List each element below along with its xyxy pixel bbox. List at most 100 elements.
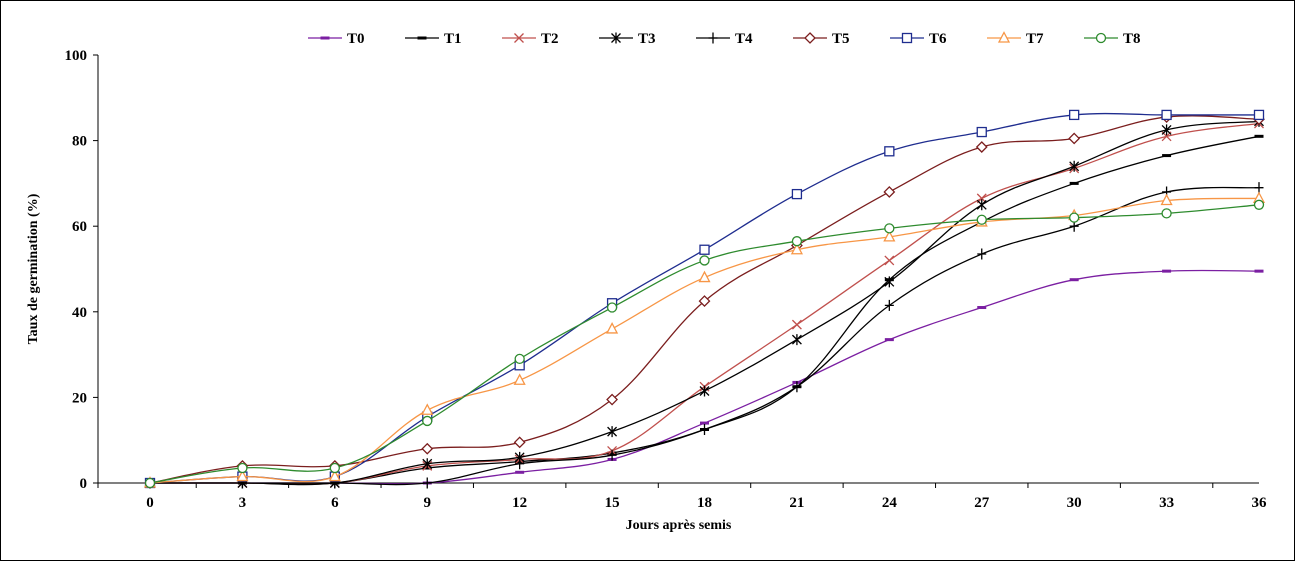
data-point-t6 [1161, 109, 1172, 121]
y-tick-label: 80 [72, 134, 87, 150]
data-point-t7 [513, 373, 526, 385]
data-point-t4 [515, 458, 525, 470]
data-point-t2 [791, 319, 802, 330]
data-point-t6 [791, 188, 803, 200]
series-line-t4 [150, 186, 1260, 486]
legend-label: T1 [444, 31, 462, 47]
data-point-t4 [792, 381, 802, 393]
data-point-t8 [1161, 208, 1172, 219]
data-point-t5 [698, 295, 711, 308]
legend-item-t2: T2 [502, 31, 559, 47]
data-point-t4 [700, 424, 709, 435]
legend-label: T2 [541, 31, 559, 47]
data-point-t8 [976, 214, 987, 225]
series-line-t7 [149, 197, 1260, 484]
legend-item-t1: T1 [405, 31, 462, 47]
data-point-t4 [607, 449, 617, 461]
legend-item-t7: T7 [987, 31, 1044, 47]
legend-item-t4: T4 [696, 31, 753, 47]
legend-marker [514, 33, 524, 43]
x-tick-label: 9 [424, 495, 432, 511]
data-point-t5 [883, 186, 896, 198]
y-tick-label: 0 [80, 476, 88, 492]
legend-marker [1095, 32, 1107, 44]
data-point-t3 [699, 385, 710, 397]
x-tick-label: 36 [1252, 495, 1268, 511]
data-point-t5 [606, 393, 619, 406]
legend-item-t5: T5 [793, 31, 850, 47]
series-t8 [144, 199, 1265, 489]
data-point-t3 [1069, 160, 1080, 172]
data-point-t4 [977, 248, 987, 260]
legend-label: T6 [929, 31, 947, 47]
legend: T0 T1 T2 T3 T4 T5 T6 T7 T8 [308, 31, 1141, 47]
data-point-t8 [884, 223, 895, 234]
y-axis-title: Taux de germination (%) [26, 193, 41, 344]
legend-item-t0: T0 [308, 31, 365, 47]
data-point-t5 [513, 436, 526, 449]
y-tick-label: 60 [72, 219, 87, 235]
data-point-t3 [607, 426, 618, 438]
data-point-t8 [514, 353, 525, 365]
y-tick-label: 40 [72, 305, 87, 321]
data-point-t4 [884, 299, 894, 311]
x-tick-label: 18 [697, 495, 712, 511]
data-point-t7 [790, 242, 803, 255]
data-point-t7 [606, 322, 619, 334]
legend-label: T8 [1123, 31, 1141, 47]
data-point-t5 [975, 141, 988, 153]
legend-item-t8: T8 [1084, 31, 1141, 47]
series-t7 [143, 191, 1266, 488]
data-point-t5 [421, 442, 434, 455]
y-axis-ticks: 0 20 40 60 80 100 [65, 48, 98, 492]
x-tick-label: 30 [1067, 495, 1082, 511]
data-point-t3 [422, 458, 433, 470]
data-point-t7 [328, 469, 341, 482]
y-tick-label: 100 [65, 48, 88, 64]
data-point-t8 [791, 236, 803, 247]
data-point-t5 [1068, 132, 1081, 145]
legend-marker [997, 31, 1011, 43]
data-point-t8 [699, 255, 710, 266]
data-point-t7 [883, 230, 896, 242]
series-lines [143, 109, 1266, 489]
x-tick-label: 27 [974, 495, 990, 511]
data-point-t8 [237, 462, 248, 474]
y-tick-label: 20 [72, 390, 87, 406]
data-point-t6 [1253, 109, 1265, 121]
data-point-t8 [144, 477, 156, 489]
x-axis-title: Jours après semis [626, 518, 732, 533]
data-point-t8 [606, 302, 618, 313]
data-point-t6 [884, 146, 895, 157]
data-point-t7 [698, 270, 711, 283]
legend-item-t3: T3 [599, 31, 656, 47]
data-point-t6 [1069, 109, 1080, 121]
legend-label: T7 [1026, 31, 1044, 47]
legend-marker [708, 32, 718, 44]
legend-label: T3 [638, 31, 656, 47]
x-tick-label: 15 [605, 495, 620, 511]
legend-item-t6: T6 [890, 31, 947, 47]
data-point-t3 [976, 199, 987, 211]
legend-label: T5 [832, 31, 850, 47]
data-point-t8 [329, 462, 340, 474]
legend-marker [804, 32, 816, 44]
data-point-t6 [699, 244, 710, 255]
data-point-t8 [422, 415, 433, 427]
x-axis-ticks: 0 3 6 9 12 15 18 21 24 27 30 33 36 [97, 483, 1268, 511]
x-tick-label: 21 [789, 495, 804, 511]
x-tick-label: 33 [1159, 495, 1174, 511]
data-point-t7 [1160, 193, 1173, 206]
x-tick-label: 6 [331, 495, 339, 511]
data-point-t3 [791, 334, 802, 346]
legend-marker [611, 32, 621, 44]
data-point-t7 [421, 403, 434, 415]
data-point-t6 [976, 126, 987, 138]
data-point-t4 [1254, 182, 1264, 194]
x-tick-label: 12 [512, 495, 527, 511]
legend-marker [901, 32, 913, 44]
legend-label: T0 [347, 31, 365, 47]
x-tick-label: 24 [882, 495, 898, 511]
